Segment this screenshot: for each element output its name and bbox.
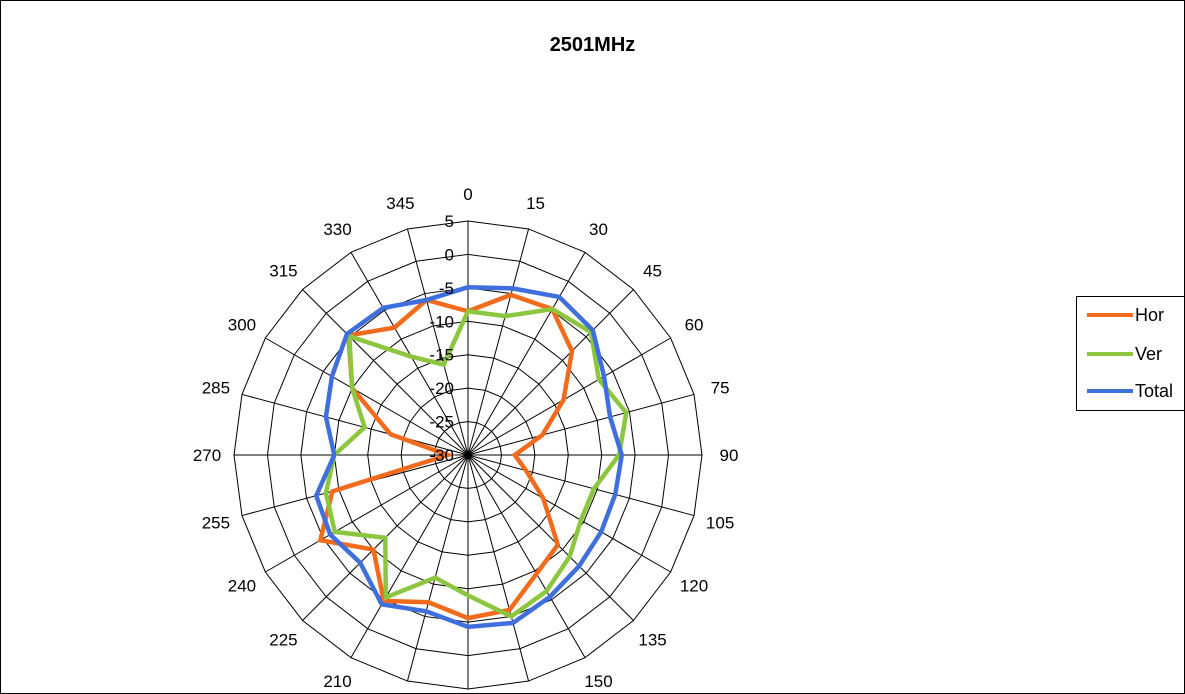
angle-label: 240 (228, 577, 256, 596)
grid-spoke (241, 393, 469, 456)
radial-tick-label: 5 (445, 212, 454, 231)
grid-spoke (467, 393, 695, 456)
angle-label: 330 (323, 220, 351, 239)
radial-tick-label: -30 (429, 446, 454, 465)
radial-tick-label: -15 (429, 346, 454, 365)
angle-label: 255 (202, 514, 230, 533)
legend-item-ver: Ver (1087, 344, 1162, 364)
grid-spoke (467, 454, 695, 517)
angle-label: 45 (643, 261, 662, 280)
angle-label: 270 (193, 446, 221, 465)
angle-label: 225 (269, 631, 297, 650)
angle-label: 210 (323, 672, 351, 691)
angle-label: 90 (720, 446, 739, 465)
angle-label: 0 (463, 185, 472, 204)
radial-tick-label: -20 (429, 379, 454, 398)
grid-spoke (467, 454, 586, 658)
grid-spoke (406, 454, 469, 682)
radial-tick-label: -25 (429, 413, 454, 432)
series-line-total (313, 284, 625, 630)
legend-label-total: Total (1135, 380, 1174, 401)
angle-label: 105 (706, 514, 734, 533)
legend-label-hor: Hor (1135, 304, 1165, 325)
radial-tick-label: -10 (429, 312, 454, 331)
legend-label-ver: Ver (1135, 343, 1163, 364)
grid-spoke (350, 454, 469, 658)
angle-label: 315 (269, 261, 297, 280)
legend-item-total: Total (1087, 381, 1173, 401)
radial-tick-label: -5 (439, 279, 454, 298)
grid-spoke (467, 289, 634, 456)
legend-item-hor: Hor (1087, 305, 1164, 325)
legend-swatch-total (1087, 389, 1133, 393)
angle-label: 285 (202, 378, 230, 397)
angle-label: 120 (680, 577, 708, 596)
grid-spoke (467, 454, 634, 621)
legend-swatch-ver (1087, 352, 1133, 356)
grid-spoke (406, 228, 469, 456)
grid-layer (233, 220, 703, 690)
grid-spoke (467, 228, 530, 456)
angle-label: 30 (589, 220, 608, 239)
angle-label: 300 (228, 316, 256, 335)
series-layer (313, 284, 629, 630)
grid-spoke (265, 454, 469, 573)
angle-label: 150 (584, 672, 612, 691)
grid-spoke (467, 454, 671, 573)
label-layer: 0153045607590105120135150165180195210225… (193, 185, 739, 691)
radial-tick-label: 0 (445, 245, 454, 264)
legend: Hor Ver Total (1076, 296, 1184, 411)
grid-spoke (467, 252, 586, 456)
angle-label: 60 (685, 316, 704, 335)
grid-spoke (467, 454, 530, 682)
chart-title: 2501MHz (549, 34, 636, 56)
grid-spoke (467, 337, 671, 456)
grid-spoke (302, 289, 469, 456)
angle-label: 345 (386, 194, 414, 213)
grid-spoke (265, 337, 469, 456)
angle-label: 135 (638, 631, 666, 650)
angle-label: 75 (711, 378, 730, 397)
angle-label: 15 (526, 194, 545, 213)
legend-swatch-hor (1087, 313, 1133, 317)
series-line-ver (323, 306, 629, 620)
